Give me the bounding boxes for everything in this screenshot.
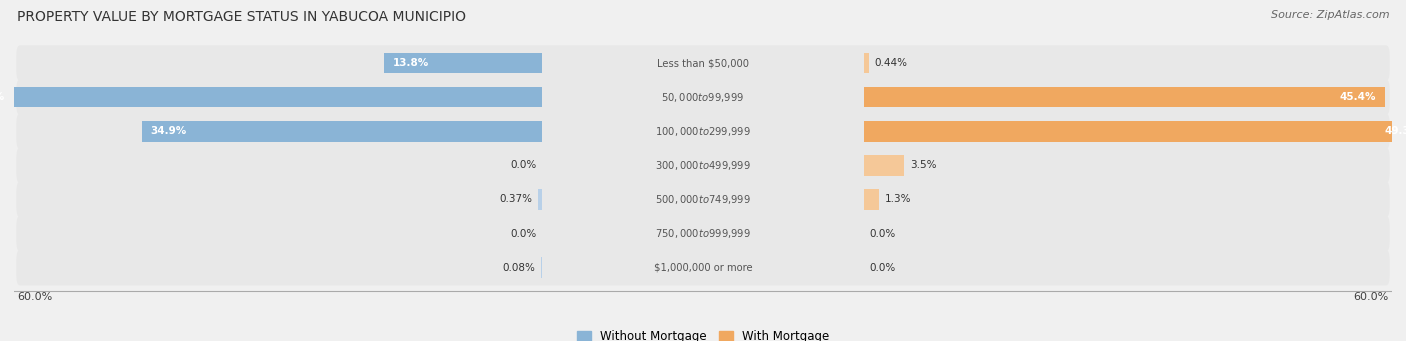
Text: 0.0%: 0.0% [869, 228, 896, 239]
Bar [0, 87, 543, 107]
Text: $500,000 to $749,999: $500,000 to $749,999 [655, 193, 751, 206]
Bar [863, 155, 904, 176]
Bar [863, 121, 1406, 142]
FancyBboxPatch shape [17, 148, 1389, 183]
Text: 50.8%: 50.8% [0, 92, 4, 102]
Text: 45.4%: 45.4% [1340, 92, 1376, 102]
Text: 0.08%: 0.08% [503, 263, 536, 273]
Text: 0.0%: 0.0% [510, 228, 537, 239]
Text: 34.9%: 34.9% [150, 126, 187, 136]
Legend: Without Mortgage, With Mortgage: Without Mortgage, With Mortgage [576, 330, 830, 341]
Text: PROPERTY VALUE BY MORTGAGE STATUS IN YABUCOA MUNICIPIO: PROPERTY VALUE BY MORTGAGE STATUS IN YAB… [17, 10, 465, 24]
Text: Source: ZipAtlas.com: Source: ZipAtlas.com [1271, 10, 1389, 20]
Text: $750,000 to $999,999: $750,000 to $999,999 [655, 227, 751, 240]
Bar [863, 189, 879, 210]
Text: 13.8%: 13.8% [392, 58, 429, 68]
FancyBboxPatch shape [17, 182, 1389, 217]
Text: 0.44%: 0.44% [875, 58, 907, 68]
Text: Less than $50,000: Less than $50,000 [657, 58, 749, 68]
Text: $300,000 to $499,999: $300,000 to $499,999 [655, 159, 751, 172]
Text: $100,000 to $299,999: $100,000 to $299,999 [655, 125, 751, 138]
Text: 1.3%: 1.3% [884, 194, 911, 205]
Bar [538, 189, 543, 210]
Text: 0.37%: 0.37% [499, 194, 533, 205]
Text: 60.0%: 60.0% [1353, 292, 1389, 301]
FancyBboxPatch shape [17, 250, 1389, 285]
Text: 49.3%: 49.3% [1385, 126, 1406, 136]
Text: 3.5%: 3.5% [910, 160, 936, 170]
Text: 0.0%: 0.0% [869, 263, 896, 273]
Bar [863, 53, 869, 73]
Text: $1,000,000 or more: $1,000,000 or more [654, 263, 752, 273]
Bar [863, 87, 1385, 107]
FancyBboxPatch shape [17, 79, 1389, 115]
Text: 60.0%: 60.0% [17, 292, 53, 301]
Bar [142, 121, 543, 142]
FancyBboxPatch shape [17, 45, 1389, 81]
FancyBboxPatch shape [17, 216, 1389, 251]
Bar [384, 53, 543, 73]
Text: 0.0%: 0.0% [510, 160, 537, 170]
Text: $50,000 to $99,999: $50,000 to $99,999 [661, 91, 745, 104]
FancyBboxPatch shape [17, 114, 1389, 149]
